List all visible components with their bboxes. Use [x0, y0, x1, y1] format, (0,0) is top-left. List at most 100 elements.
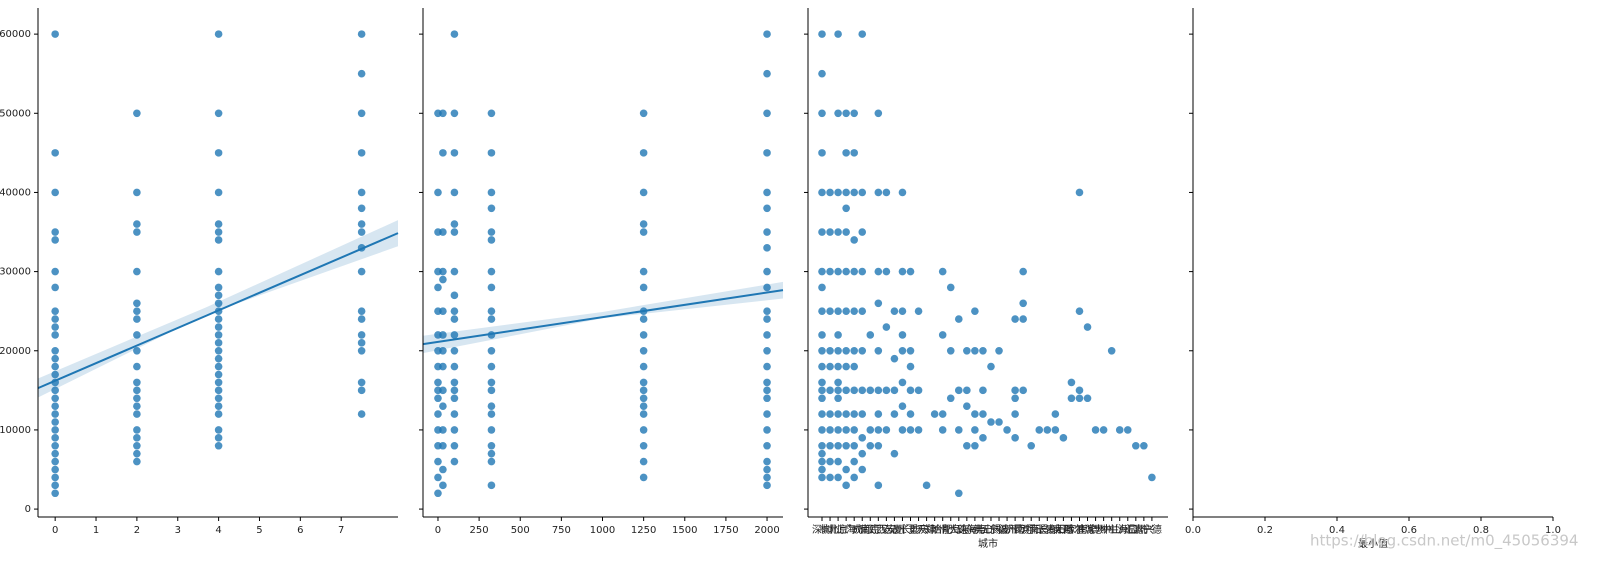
point [763, 109, 771, 118]
point [1035, 426, 1044, 434]
point [818, 307, 826, 315]
point [818, 441, 826, 450]
point [834, 267, 842, 276]
point [858, 228, 867, 236]
point [639, 283, 648, 292]
point [639, 394, 648, 403]
point [214, 220, 223, 228]
x-tick-label: 天津 [917, 524, 937, 536]
point [450, 346, 459, 355]
point [1132, 441, 1140, 450]
point [842, 228, 850, 236]
point [450, 410, 459, 418]
x-tick-label: 1 [93, 525, 99, 536]
point [834, 394, 842, 403]
point [850, 236, 858, 244]
point [1140, 441, 1148, 450]
point [51, 402, 59, 410]
point [979, 410, 987, 418]
point [357, 267, 366, 276]
x-tick-label: 1.0 [1545, 525, 1561, 536]
point [639, 410, 648, 418]
point [1043, 426, 1052, 434]
point [898, 267, 907, 276]
point [450, 109, 459, 118]
point [850, 362, 858, 371]
point [834, 346, 842, 355]
x-tick-label: 0 [52, 525, 58, 536]
point [639, 473, 648, 482]
point [639, 188, 648, 197]
point [51, 188, 59, 197]
point [987, 418, 995, 426]
point [51, 331, 59, 339]
point [214, 149, 223, 157]
x-tick-label: 广州 [844, 524, 864, 536]
point [214, 323, 223, 331]
point [850, 473, 858, 482]
point [487, 481, 496, 490]
x-tick-label: 0.0 [1185, 525, 1201, 536]
point [439, 346, 447, 355]
x-tick-label: 沈阳 [1021, 523, 1041, 536]
point [1075, 307, 1084, 315]
point [1027, 441, 1036, 450]
y-tick-label: 20000 [0, 346, 31, 357]
point [866, 426, 875, 434]
point [826, 267, 834, 276]
point [434, 283, 442, 292]
point [51, 346, 59, 355]
x-tick-label: 北京 [828, 523, 848, 536]
point [450, 426, 459, 434]
point [1019, 315, 1027, 323]
point [946, 394, 955, 403]
point [133, 386, 141, 395]
point [763, 267, 771, 276]
point [133, 299, 141, 308]
point [842, 109, 850, 118]
point [639, 315, 648, 323]
point [214, 283, 223, 292]
point [874, 267, 883, 276]
x-tick-label: 贵阳 [1045, 523, 1065, 536]
point [450, 386, 459, 395]
x-tick-label: 无锡 [981, 523, 1001, 536]
point [874, 188, 883, 197]
regression-line [422, 289, 784, 346]
point [818, 394, 826, 403]
point [357, 149, 366, 157]
point [133, 331, 141, 339]
point [914, 386, 923, 395]
point [850, 109, 858, 118]
point [850, 441, 858, 450]
point [842, 465, 850, 474]
point [842, 386, 850, 395]
point [763, 315, 771, 323]
point [487, 441, 496, 450]
point [450, 394, 459, 403]
point [763, 457, 771, 466]
point [639, 426, 648, 434]
point [639, 441, 648, 450]
point [866, 441, 875, 450]
point [826, 457, 834, 466]
point [434, 410, 442, 418]
point [906, 410, 915, 418]
x-axis-label: 城市 [978, 537, 998, 550]
y-tick-label: 30000 [0, 267, 31, 278]
point [214, 394, 223, 403]
point [133, 378, 141, 387]
point [954, 426, 963, 434]
point [51, 362, 59, 371]
point [826, 188, 834, 197]
point [487, 315, 496, 323]
point [763, 465, 771, 474]
point [763, 426, 771, 434]
point [818, 149, 826, 157]
point [51, 228, 59, 236]
x-tick-label: 0 [435, 525, 441, 536]
point [858, 386, 867, 395]
point [214, 426, 223, 434]
point [763, 30, 771, 38]
point [214, 354, 223, 363]
